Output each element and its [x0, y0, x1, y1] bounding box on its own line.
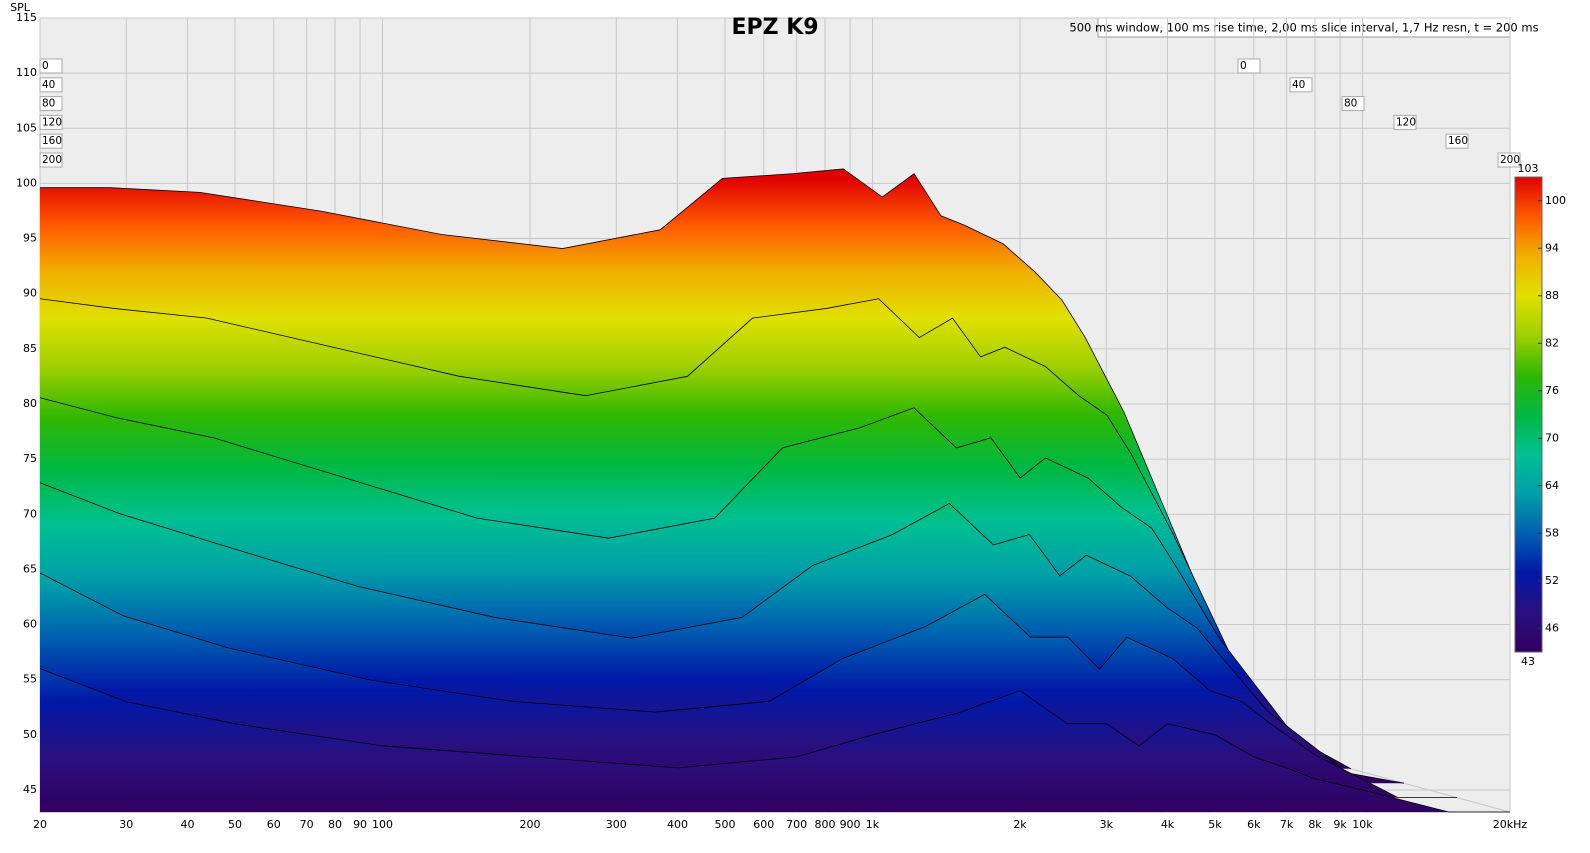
chart-title: EPZ K9	[731, 15, 818, 40]
colorbar-label: 76	[1545, 384, 1559, 397]
z-tick-box	[39, 114, 63, 130]
x-tick-label: 800	[815, 818, 836, 831]
x-tick-label: 600	[753, 818, 774, 831]
z-tick-label: 200	[42, 154, 62, 166]
x-tick-label: 60	[267, 818, 281, 831]
colorbar-label: 88	[1545, 289, 1559, 302]
slice-line	[39, 668, 1510, 813]
z-tick-box	[1497, 152, 1521, 168]
z-tick-box	[39, 133, 63, 149]
y-tick-label: 110	[16, 66, 37, 79]
z-tick-label: 160	[42, 135, 62, 147]
colorbar-label: 82	[1545, 336, 1559, 349]
colorbar-label: 52	[1545, 574, 1559, 587]
y-tick-label: 115	[16, 11, 37, 24]
y-tick-label: 65	[23, 562, 37, 575]
z-tick-label: 120	[42, 116, 62, 128]
colorbar-label: 70	[1545, 431, 1559, 444]
y-axis-label: SPL	[10, 1, 31, 14]
x-tick-label: 50	[228, 818, 242, 831]
x-tick-label: 10k	[1352, 818, 1373, 831]
z-tick-label: 40	[1292, 79, 1305, 91]
z-tick-box	[1445, 133, 1469, 149]
y-tick-label: 70	[23, 507, 37, 520]
z-tick-box	[39, 96, 63, 112]
colorbar-label: 43	[1521, 655, 1535, 668]
x-tick-label: 900	[840, 818, 861, 831]
y-tick-label: 50	[23, 728, 37, 741]
y-tick-label: 75	[23, 452, 37, 465]
z-tick-box	[39, 58, 63, 74]
slice-line	[39, 482, 1405, 784]
x-tick-label: 200	[520, 818, 541, 831]
x-tick-label: 300	[606, 818, 627, 831]
z-tick-box	[1289, 77, 1313, 93]
colorbar-label: 46	[1545, 621, 1559, 634]
x-tick-label: 90	[353, 818, 367, 831]
slice-line	[39, 397, 1352, 770]
x-tick-label: 30	[119, 818, 133, 831]
x-tick-label: 80	[328, 818, 342, 831]
y-tick-label: 45	[23, 783, 37, 796]
z-tick-box	[39, 152, 63, 168]
y-tick-label: 90	[23, 287, 37, 300]
x-tick-label: 8k	[1308, 818, 1322, 831]
y-tick-label: 100	[16, 176, 37, 189]
z-tick-box	[1341, 96, 1365, 112]
colorbar-label: 64	[1545, 479, 1559, 492]
x-tick-label: 700	[786, 818, 807, 831]
z-tick-label: 80	[42, 98, 55, 110]
x-tick-label: 5k	[1208, 818, 1222, 831]
y-tick-label: 85	[23, 342, 37, 355]
colorbar-label: 100	[1545, 194, 1566, 207]
x-tick-label: 100	[372, 818, 393, 831]
colorbar-label: 103	[1518, 162, 1539, 175]
x-tick-label: 70	[300, 818, 314, 831]
annotation: 500 ms window, 100 ms rise time, 2,00 ms…	[1069, 21, 1538, 35]
z-tick-box	[39, 77, 63, 93]
x-tick-label: 6k	[1247, 818, 1261, 831]
x-tick-label: 1k	[866, 818, 880, 831]
y-tick-label: 105	[16, 121, 37, 134]
colorbar-label: 58	[1545, 526, 1559, 539]
z-tick-label: 200	[1500, 154, 1520, 166]
y-tick-label: 80	[23, 397, 37, 410]
z-tick-label: 0	[1240, 60, 1247, 72]
x-tick-label: 4k	[1161, 818, 1175, 831]
x-tick-label: 2k	[1013, 818, 1027, 831]
x-tick-label: 20kHz	[1493, 818, 1528, 831]
z-tick-label: 0	[42, 60, 49, 72]
y-tick-label: 95	[23, 232, 37, 245]
x-tick-label: 20	[33, 818, 47, 831]
x-tick-label: 9k	[1333, 818, 1347, 831]
z-tick-box	[1393, 114, 1417, 130]
x-tick-label: 3k	[1100, 818, 1114, 831]
z-tick-label: 40	[42, 79, 55, 91]
x-tick-label: 40	[181, 818, 195, 831]
z-tick-label: 80	[1344, 98, 1357, 110]
y-tick-label: 60	[23, 618, 37, 631]
z-tick-box	[1237, 58, 1261, 74]
z-tick-label: 160	[1448, 135, 1468, 147]
slice-line	[39, 572, 1457, 798]
slice-area	[40, 668, 1510, 812]
x-tick-label: 500	[714, 818, 735, 831]
slice-line	[39, 298, 1299, 755]
y-tick-label: 55	[23, 673, 37, 686]
x-tick-label: 400	[667, 818, 688, 831]
colorbar-label: 94	[1545, 241, 1559, 254]
slice-line	[40, 168, 1246, 731]
colorbar	[1514, 176, 1543, 653]
x-tick-label: 7k	[1280, 818, 1294, 831]
z-tick-label: 120	[1396, 116, 1416, 128]
